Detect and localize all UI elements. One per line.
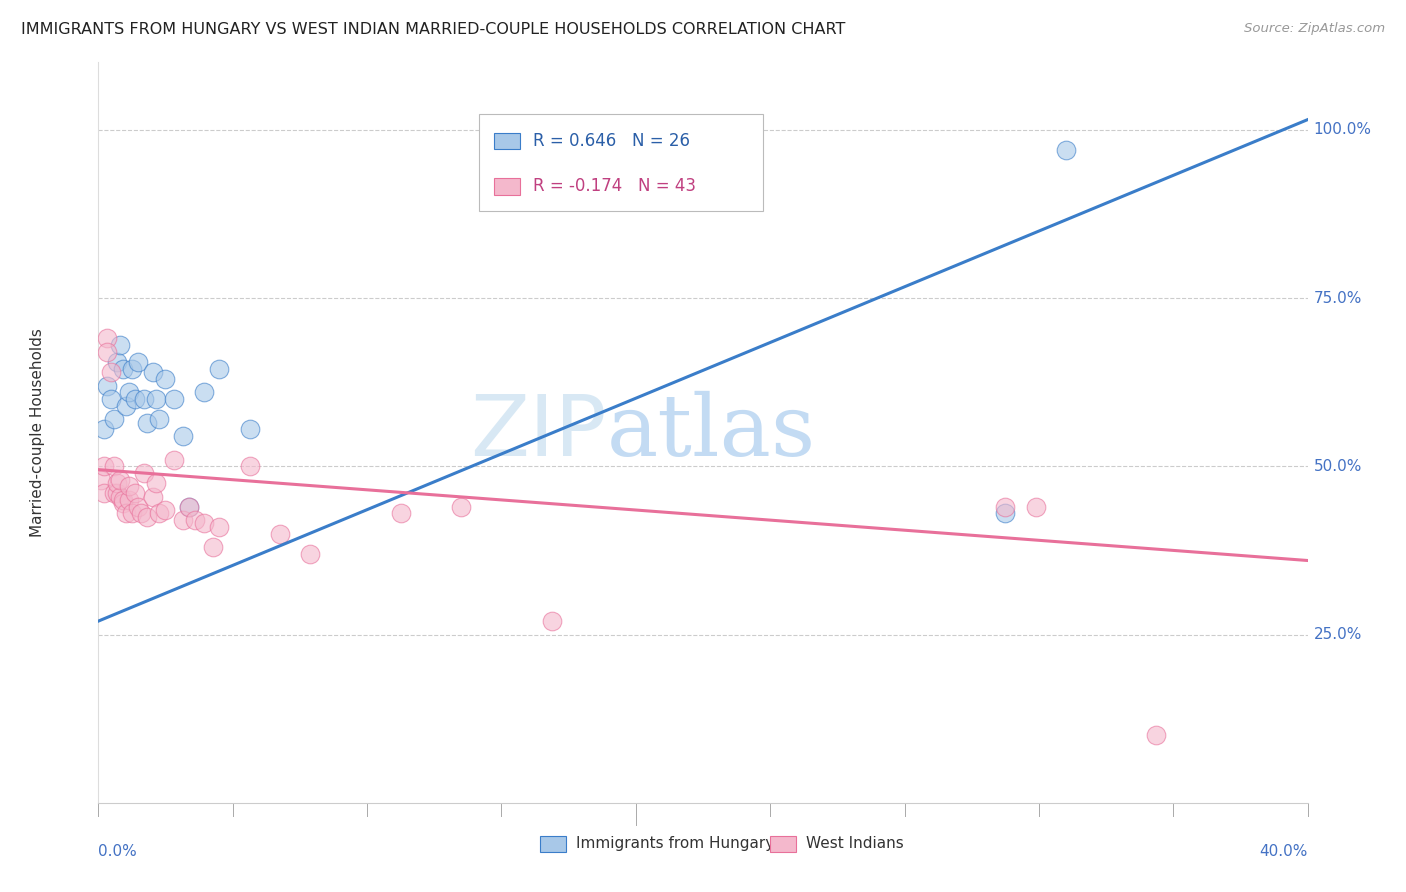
Point <box>193 516 215 531</box>
Point <box>108 338 131 352</box>
Point <box>105 355 128 369</box>
Text: ZIP: ZIP <box>470 391 606 475</box>
Point <box>93 459 115 474</box>
Point <box>135 416 157 430</box>
Text: 0.0%: 0.0% <box>98 844 138 858</box>
Text: West Indians: West Indians <box>806 836 904 851</box>
Point <box>121 361 143 376</box>
Point <box>1024 500 1046 514</box>
Point <box>208 361 231 376</box>
Text: 75.0%: 75.0% <box>1313 291 1362 305</box>
Point <box>93 422 115 436</box>
Point <box>994 500 1017 514</box>
Point <box>148 412 170 426</box>
Point <box>153 372 176 386</box>
Point <box>96 344 118 359</box>
Point <box>114 399 136 413</box>
Point <box>121 507 143 521</box>
Point <box>145 476 167 491</box>
Point <box>127 355 149 369</box>
Point <box>124 392 146 406</box>
Point <box>90 473 112 487</box>
Point <box>389 507 412 521</box>
Point <box>208 520 231 534</box>
Point <box>100 392 122 406</box>
Point <box>103 459 125 474</box>
Point <box>172 429 194 443</box>
Point <box>142 490 165 504</box>
Point <box>105 486 128 500</box>
Point <box>118 492 141 507</box>
Point <box>96 378 118 392</box>
Text: 40.0%: 40.0% <box>1260 844 1308 858</box>
Text: R = -0.174   N = 43: R = -0.174 N = 43 <box>533 178 696 195</box>
Point <box>105 476 128 491</box>
Point <box>179 500 201 514</box>
Point <box>269 526 291 541</box>
Point <box>193 385 215 400</box>
Text: Immigrants from Hungary: Immigrants from Hungary <box>576 836 775 851</box>
Point <box>142 365 165 379</box>
Point <box>118 385 141 400</box>
Point <box>111 492 134 507</box>
Point <box>127 500 149 514</box>
Point <box>100 365 122 379</box>
Point <box>163 392 186 406</box>
Point <box>202 540 225 554</box>
Point <box>163 452 186 467</box>
Point <box>1054 143 1077 157</box>
Point <box>135 509 157 524</box>
FancyBboxPatch shape <box>479 114 763 211</box>
Point <box>93 486 115 500</box>
Point <box>129 507 152 521</box>
Point <box>239 459 262 474</box>
Point <box>103 412 125 426</box>
Text: 100.0%: 100.0% <box>1313 122 1372 137</box>
Point <box>111 496 134 510</box>
FancyBboxPatch shape <box>540 836 567 853</box>
Point <box>1144 729 1167 743</box>
Text: 25.0%: 25.0% <box>1313 627 1362 642</box>
Text: IMMIGRANTS FROM HUNGARY VS WEST INDIAN MARRIED-COUPLE HOUSEHOLDS CORRELATION CHA: IMMIGRANTS FROM HUNGARY VS WEST INDIAN M… <box>21 22 845 37</box>
FancyBboxPatch shape <box>494 133 520 149</box>
Point <box>148 507 170 521</box>
Point <box>118 479 141 493</box>
Point <box>184 513 207 527</box>
Point <box>114 507 136 521</box>
Point <box>179 500 201 514</box>
Text: atlas: atlas <box>606 391 815 475</box>
Point <box>172 513 194 527</box>
Point <box>239 422 262 436</box>
Point <box>108 473 131 487</box>
Point <box>111 361 134 376</box>
Point <box>145 392 167 406</box>
Point <box>450 500 472 514</box>
Point <box>124 486 146 500</box>
Text: R = 0.646   N = 26: R = 0.646 N = 26 <box>533 132 689 150</box>
Point <box>540 614 562 628</box>
Point <box>103 486 125 500</box>
Point <box>994 507 1017 521</box>
Point <box>132 392 155 406</box>
Point <box>108 490 131 504</box>
Text: Source: ZipAtlas.com: Source: ZipAtlas.com <box>1244 22 1385 36</box>
Point <box>132 466 155 480</box>
FancyBboxPatch shape <box>494 178 520 194</box>
Text: 50.0%: 50.0% <box>1313 458 1362 474</box>
Point <box>96 331 118 345</box>
Point <box>153 503 176 517</box>
Text: Married-couple Households: Married-couple Households <box>31 328 45 537</box>
FancyBboxPatch shape <box>769 836 796 853</box>
Point <box>299 547 322 561</box>
